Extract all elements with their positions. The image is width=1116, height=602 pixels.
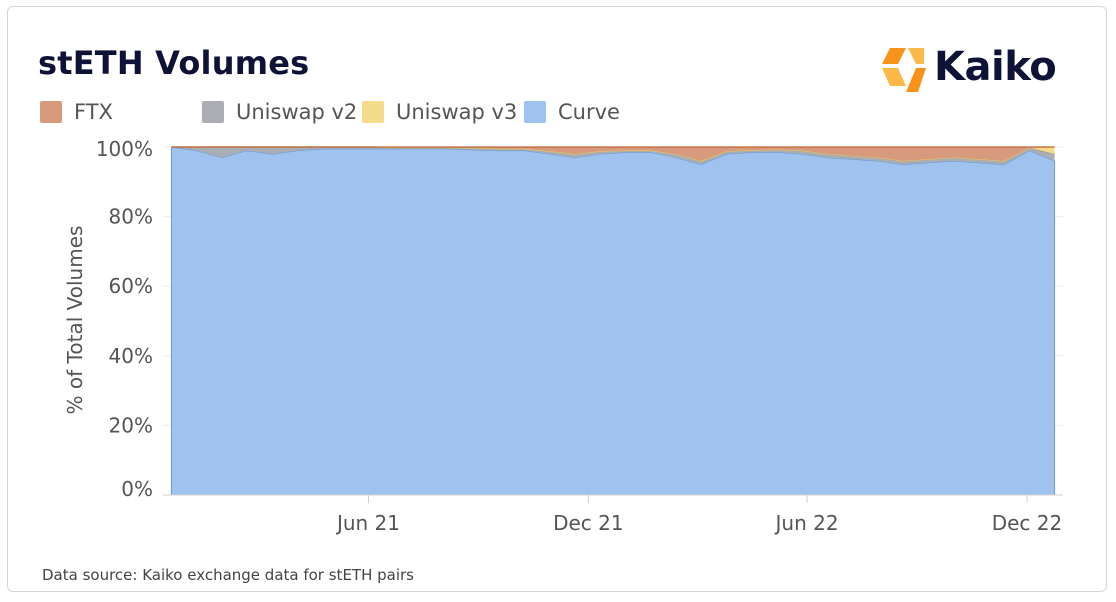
logo-text: Kaiko: [934, 44, 1057, 90]
area-curve: [171, 147, 1055, 495]
legend-swatch-curve: [524, 101, 546, 123]
x-tick-label: Jun 21: [335, 511, 400, 535]
legend-item-ftx[interactable]: FTX: [40, 98, 113, 126]
y-tick-label: 0%: [121, 477, 153, 501]
legend-swatch-uniswap-v3: [362, 101, 384, 123]
y-tick-label: 60%: [109, 274, 153, 298]
chart-title: stETH Volumes: [38, 44, 310, 82]
legend-swatch-ftx: [40, 101, 62, 123]
legend-label-curve: Curve: [558, 100, 620, 124]
x-tick-label: Jun 22: [774, 511, 839, 535]
legend-item-uniswap-v3[interactable]: Uniswap v3: [362, 98, 517, 126]
y-tick-label: 20%: [109, 413, 153, 437]
legend-swatch-uniswap-v2: [202, 101, 224, 123]
legend-item-curve[interactable]: Curve: [524, 98, 620, 126]
area-uniswap-v2: [171, 147, 1055, 165]
kaiko-logo-icon: [882, 48, 926, 92]
legend-item-uniswap-v2[interactable]: Uniswap v2: [202, 98, 357, 126]
kaiko-logo: Kaiko: [876, 42, 1076, 98]
legend-label-ftx: FTX: [74, 100, 113, 124]
legend-label-uniswap-v3: Uniswap v3: [396, 100, 518, 124]
source-note: Data source: Kaiko exchange data for stE…: [42, 566, 414, 584]
y-tick-label: 80%: [109, 205, 153, 229]
y-tick-label: 100%: [96, 137, 153, 161]
y-tick-label: 40%: [109, 344, 153, 368]
legend-label-uniswap-v2: Uniswap v2: [236, 100, 358, 124]
x-tick-label: Dec 21: [553, 511, 624, 535]
x-tick-label: Dec 22: [992, 511, 1063, 535]
area-ftx: [171, 147, 1055, 161]
